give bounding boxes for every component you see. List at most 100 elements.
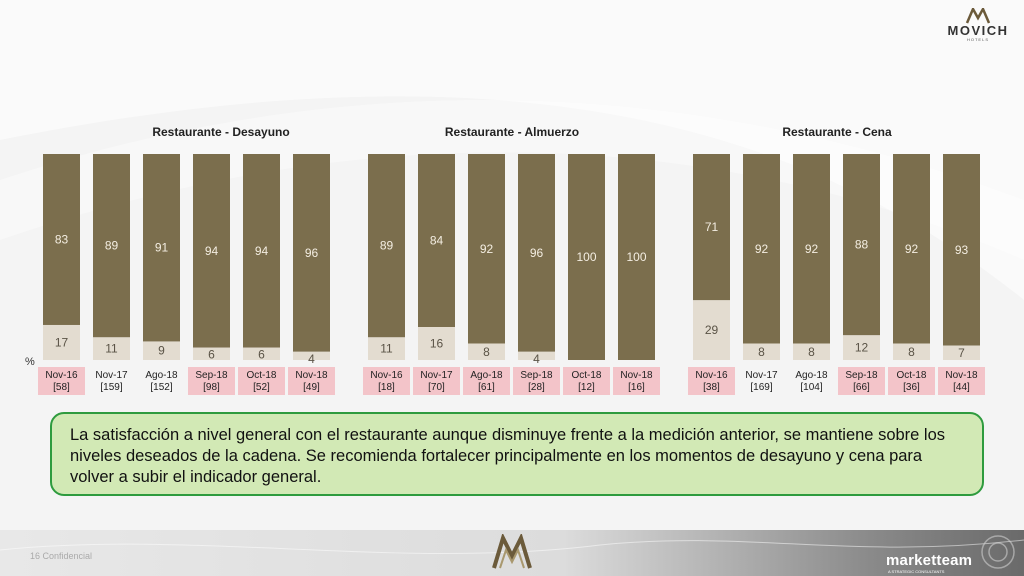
data-label-satisfied: 100 [626, 250, 646, 264]
chart-title-cena: Restaurante - Cena [782, 125, 892, 139]
footer-page-info: 16 Confidencial [30, 551, 93, 561]
data-label-unsatisfied: 9 [158, 344, 165, 358]
bar-unsatisfied [243, 347, 280, 360]
data-label-unsatisfied: 17 [55, 335, 69, 349]
data-label-satisfied: 92 [805, 242, 819, 256]
category-label: Nov-17 [95, 370, 128, 381]
sample-size-label: [52] [253, 382, 270, 393]
bar-unsatisfied [418, 327, 455, 360]
bar-unsatisfied [693, 300, 730, 360]
sample-size-label: [36] [903, 382, 920, 393]
category-highlight [38, 367, 85, 395]
movich-emblem-icon [965, 8, 991, 24]
data-label-satisfied: 100 [576, 250, 596, 264]
category-label: Nov-16 [45, 370, 78, 381]
bar-unsatisfied [93, 337, 130, 360]
movich-logo: MOVICH HOTELS [940, 8, 1016, 48]
bar-unsatisfied [143, 341, 180, 360]
bar-unsatisfied [518, 351, 555, 360]
conclusion-callout: La satisfacción a nivel general con el r… [50, 412, 984, 496]
data-label-unsatisfied: 8 [908, 345, 915, 359]
sample-size-label: [98] [203, 382, 220, 393]
sample-size-label: [159] [100, 382, 122, 393]
bar-unsatisfied [793, 343, 830, 360]
category-label: Nov-18 [620, 370, 653, 381]
bar-satisfied [518, 154, 555, 352]
data-label-satisfied: 94 [255, 244, 269, 258]
category-highlight [888, 367, 935, 395]
sample-size-label: [12] [578, 382, 595, 393]
category-label: Ago-18 [145, 370, 178, 381]
category-label: Oct-18 [571, 370, 601, 381]
category-highlight [838, 367, 885, 395]
data-label-satisfied: 92 [755, 242, 769, 256]
category-highlight [688, 367, 735, 395]
bar-satisfied [418, 154, 455, 328]
data-label-satisfied: 96 [530, 246, 544, 260]
chart-title-almuerzo: Restaurante - Almuerzo [444, 125, 580, 139]
category-highlight [188, 367, 235, 395]
bar-satisfied [93, 154, 130, 338]
data-label-satisfied: 83 [55, 232, 69, 246]
category-label: Nov-16 [695, 370, 728, 381]
footer-brand: marketteam [886, 552, 973, 569]
bar-satisfied [743, 154, 780, 344]
category-highlight [288, 367, 335, 395]
category-label: Nov-18 [945, 370, 978, 381]
data-label-satisfied: 92 [905, 242, 919, 256]
category-highlight [513, 367, 560, 395]
data-label-satisfied: 89 [105, 239, 119, 253]
category-label: Oct-18 [896, 370, 926, 381]
category-highlight [563, 367, 610, 395]
bar-satisfied [943, 154, 980, 346]
bar-satisfied [243, 154, 280, 348]
data-label-unsatisfied: 4 [533, 352, 540, 366]
sample-size-label: [169] [750, 382, 772, 393]
sample-size-label: [16] [628, 382, 645, 393]
bar-unsatisfied [743, 343, 780, 360]
bar-unsatisfied [893, 343, 930, 360]
conclusion-text: La satisfacción a nivel general con el r… [70, 426, 946, 486]
category-label: Oct-18 [246, 370, 276, 381]
sample-size-label: [49] [303, 382, 320, 393]
sample-size-label: [38] [703, 382, 720, 393]
sample-size-label: [18] [378, 382, 395, 393]
sample-size-label: [152] [150, 382, 172, 393]
data-label-satisfied: 92 [480, 242, 494, 256]
category-label: Nov-17 [745, 370, 778, 381]
category-label: Nov-17 [420, 370, 453, 381]
category-label: Sep-18 [195, 370, 228, 381]
category-label: Ago-18 [795, 370, 828, 381]
bar-satisfied [843, 154, 880, 336]
logo-subtitle: HOTELS [966, 37, 989, 42]
data-label-unsatisfied: 11 [105, 342, 118, 356]
bar-satisfied [193, 154, 230, 348]
category-highlight [413, 367, 460, 395]
bar-unsatisfied [468, 343, 505, 360]
sample-size-label: [61] [478, 382, 495, 393]
category-highlight [238, 367, 285, 395]
bar-unsatisfied [943, 345, 980, 360]
data-label-satisfied: 94 [205, 244, 219, 258]
logo-word: MOVICH [947, 23, 1009, 38]
data-label-unsatisfied: 6 [258, 348, 265, 362]
data-label-unsatisfied: 12 [855, 341, 869, 355]
category-highlight [363, 367, 410, 395]
footer-brand-sub: A STRATEGIC CONSULTANTS [888, 569, 945, 574]
bar-satisfied [793, 154, 830, 344]
footer-movich-emblem-icon [492, 534, 532, 569]
bar-unsatisfied [368, 337, 405, 360]
percent-label: % [25, 356, 35, 368]
chart-title-desayuno: Restaurante - Desayuno [152, 125, 290, 139]
footer-ornament-icon [981, 535, 1015, 569]
sample-size-label: [104] [800, 382, 822, 393]
bar-satisfied [568, 154, 605, 360]
data-label-satisfied: 88 [855, 238, 869, 252]
data-label-unsatisfied: 29 [705, 323, 719, 337]
sample-size-label: [28] [528, 382, 545, 393]
category-label: Sep-18 [845, 370, 878, 381]
data-label-unsatisfied: 16 [430, 337, 444, 351]
data-label-satisfied: 96 [305, 246, 319, 260]
category-highlight [938, 367, 985, 395]
data-label-satisfied: 89 [380, 239, 394, 253]
